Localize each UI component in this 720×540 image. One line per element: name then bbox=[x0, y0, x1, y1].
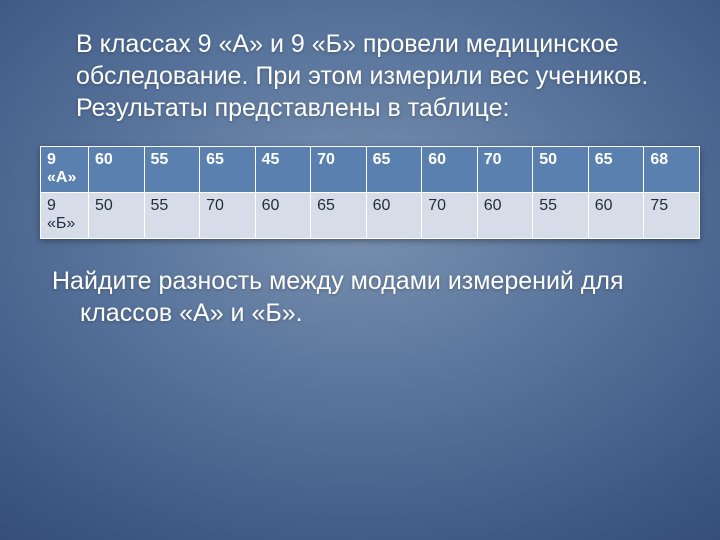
cell: 70 bbox=[311, 147, 367, 193]
cell: 60 bbox=[89, 147, 145, 193]
row-label-a: 9 «А» bbox=[41, 147, 89, 193]
cell: 55 bbox=[144, 192, 200, 238]
cell: 68 bbox=[644, 147, 700, 193]
measurements-table: 9 «А» 60 55 65 45 70 65 60 70 50 65 68 9… bbox=[40, 146, 700, 239]
question-paragraph: Найдите разность между модами измерений … bbox=[52, 265, 680, 330]
table-row: 9 «А» 60 55 65 45 70 65 60 70 50 65 68 bbox=[41, 147, 700, 193]
cell: 75 bbox=[644, 192, 700, 238]
cell: 55 bbox=[144, 147, 200, 193]
cell: 60 bbox=[366, 192, 422, 238]
cell: 60 bbox=[422, 147, 478, 193]
measurements-table-wrap: 9 «А» 60 55 65 45 70 65 60 70 50 65 68 9… bbox=[40, 146, 700, 239]
cell: 70 bbox=[477, 147, 533, 193]
cell: 70 bbox=[200, 192, 256, 238]
cell: 50 bbox=[89, 192, 145, 238]
cell: 60 bbox=[255, 192, 311, 238]
intro-paragraph: В классах 9 «А» и 9 «Б» провели медицинс… bbox=[76, 28, 670, 124]
table-row: 9 «Б» 50 55 70 60 65 60 70 60 55 60 75 bbox=[41, 192, 700, 238]
cell: 60 bbox=[588, 192, 644, 238]
cell: 65 bbox=[200, 147, 256, 193]
row-label-b: 9 «Б» bbox=[41, 192, 89, 238]
cell: 65 bbox=[588, 147, 644, 193]
cell: 65 bbox=[311, 192, 367, 238]
cell: 55 bbox=[533, 192, 589, 238]
cell: 50 bbox=[533, 147, 589, 193]
cell: 65 bbox=[366, 147, 422, 193]
cell: 45 bbox=[255, 147, 311, 193]
cell: 70 bbox=[422, 192, 478, 238]
cell: 60 bbox=[477, 192, 533, 238]
